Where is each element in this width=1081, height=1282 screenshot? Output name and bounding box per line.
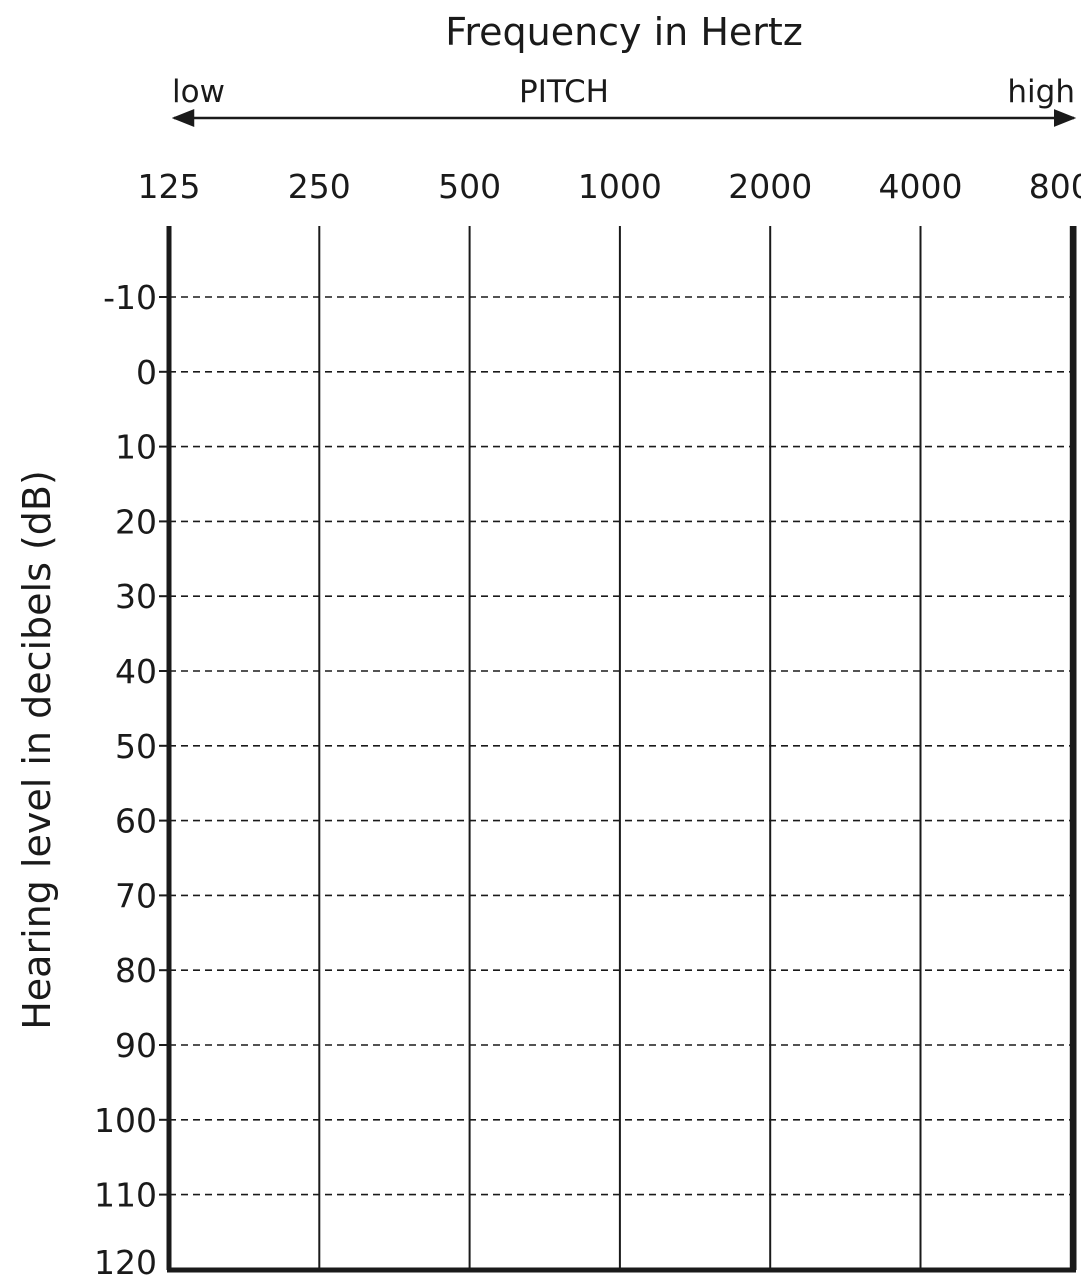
horizontal-gridlines bbox=[159, 296, 1074, 1196]
vertical-gridlines bbox=[166, 226, 1077, 1273]
x-tick-label: 125 bbox=[138, 167, 201, 206]
pitch-label: PITCH bbox=[519, 74, 609, 110]
y-tick-label: 70 bbox=[115, 876, 157, 915]
x-tick-label: 4000 bbox=[879, 167, 963, 206]
y-tick-label: -10 bbox=[103, 278, 157, 317]
y-tick-label: 40 bbox=[115, 652, 157, 691]
y-tick-label: 60 bbox=[115, 802, 157, 841]
x-tick-label: 8000 bbox=[1029, 167, 1081, 206]
x-tick-label: 250 bbox=[288, 167, 351, 206]
x-tick-label: 1000 bbox=[578, 167, 662, 206]
y-tick-label: 90 bbox=[115, 1026, 157, 1065]
x-tick-label: 2000 bbox=[728, 167, 812, 206]
y-tick-labels: -10 0 10 20 30 40 50 60 70 80 90 100 110 120 bbox=[94, 278, 157, 1282]
y-tick-label: 100 bbox=[94, 1101, 157, 1140]
x-tick-label: 500 bbox=[438, 167, 501, 206]
y-tick-label: 10 bbox=[115, 428, 157, 467]
x-tick-labels: 125 250 500 1000 2000 4000 8000 bbox=[138, 167, 1081, 206]
pitch-high-label: high bbox=[1007, 74, 1075, 110]
y-tick-label: 30 bbox=[115, 577, 157, 616]
y-tick-label: 0 bbox=[136, 353, 157, 392]
y-tick-label: 50 bbox=[115, 727, 157, 766]
y-tick-label: 110 bbox=[94, 1176, 157, 1215]
y-tick-label: 20 bbox=[115, 502, 157, 541]
y-tick-label: 120 bbox=[94, 1243, 157, 1282]
pitch-low-label: low bbox=[172, 74, 225, 110]
y-axis-label: Hearing level in decibels (dB) bbox=[15, 470, 59, 1030]
chart-title: Frequency in Hertz bbox=[445, 10, 803, 54]
y-tick-label: 80 bbox=[115, 951, 157, 990]
